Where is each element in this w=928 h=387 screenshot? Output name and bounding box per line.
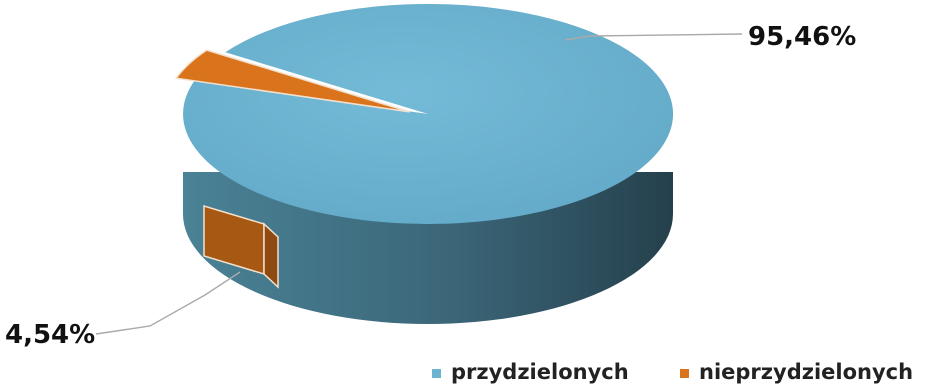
- pie-slice-nieprzydzielonych: [174, 49, 410, 113]
- pie-slice-nieprzydzielonych-side-outer: [263, 222, 279, 289]
- leader-line-przydzielonych: [564, 33, 743, 41]
- pie-slice-przydzielonych: [183, 3, 674, 224]
- legend: przydzielonych nieprzydzielonych: [432, 360, 913, 384]
- legend-swatch-przydzielonych: [432, 369, 441, 378]
- leader-line-nieprzydzielonych: [95, 271, 241, 335]
- legend-label-przydzielonych: przydzielonych: [451, 360, 629, 384]
- legend-label-nieprzydzielonych: nieprzydzielonych: [699, 360, 913, 384]
- pie-slice-przydzielonych-side: [183, 172, 673, 324]
- data-label-nieprzydzielonych: 4,54%: [5, 320, 95, 350]
- legend-swatch-nieprzydzielonych: [680, 369, 689, 378]
- data-label-przydzielonych: 95,46%: [748, 22, 856, 52]
